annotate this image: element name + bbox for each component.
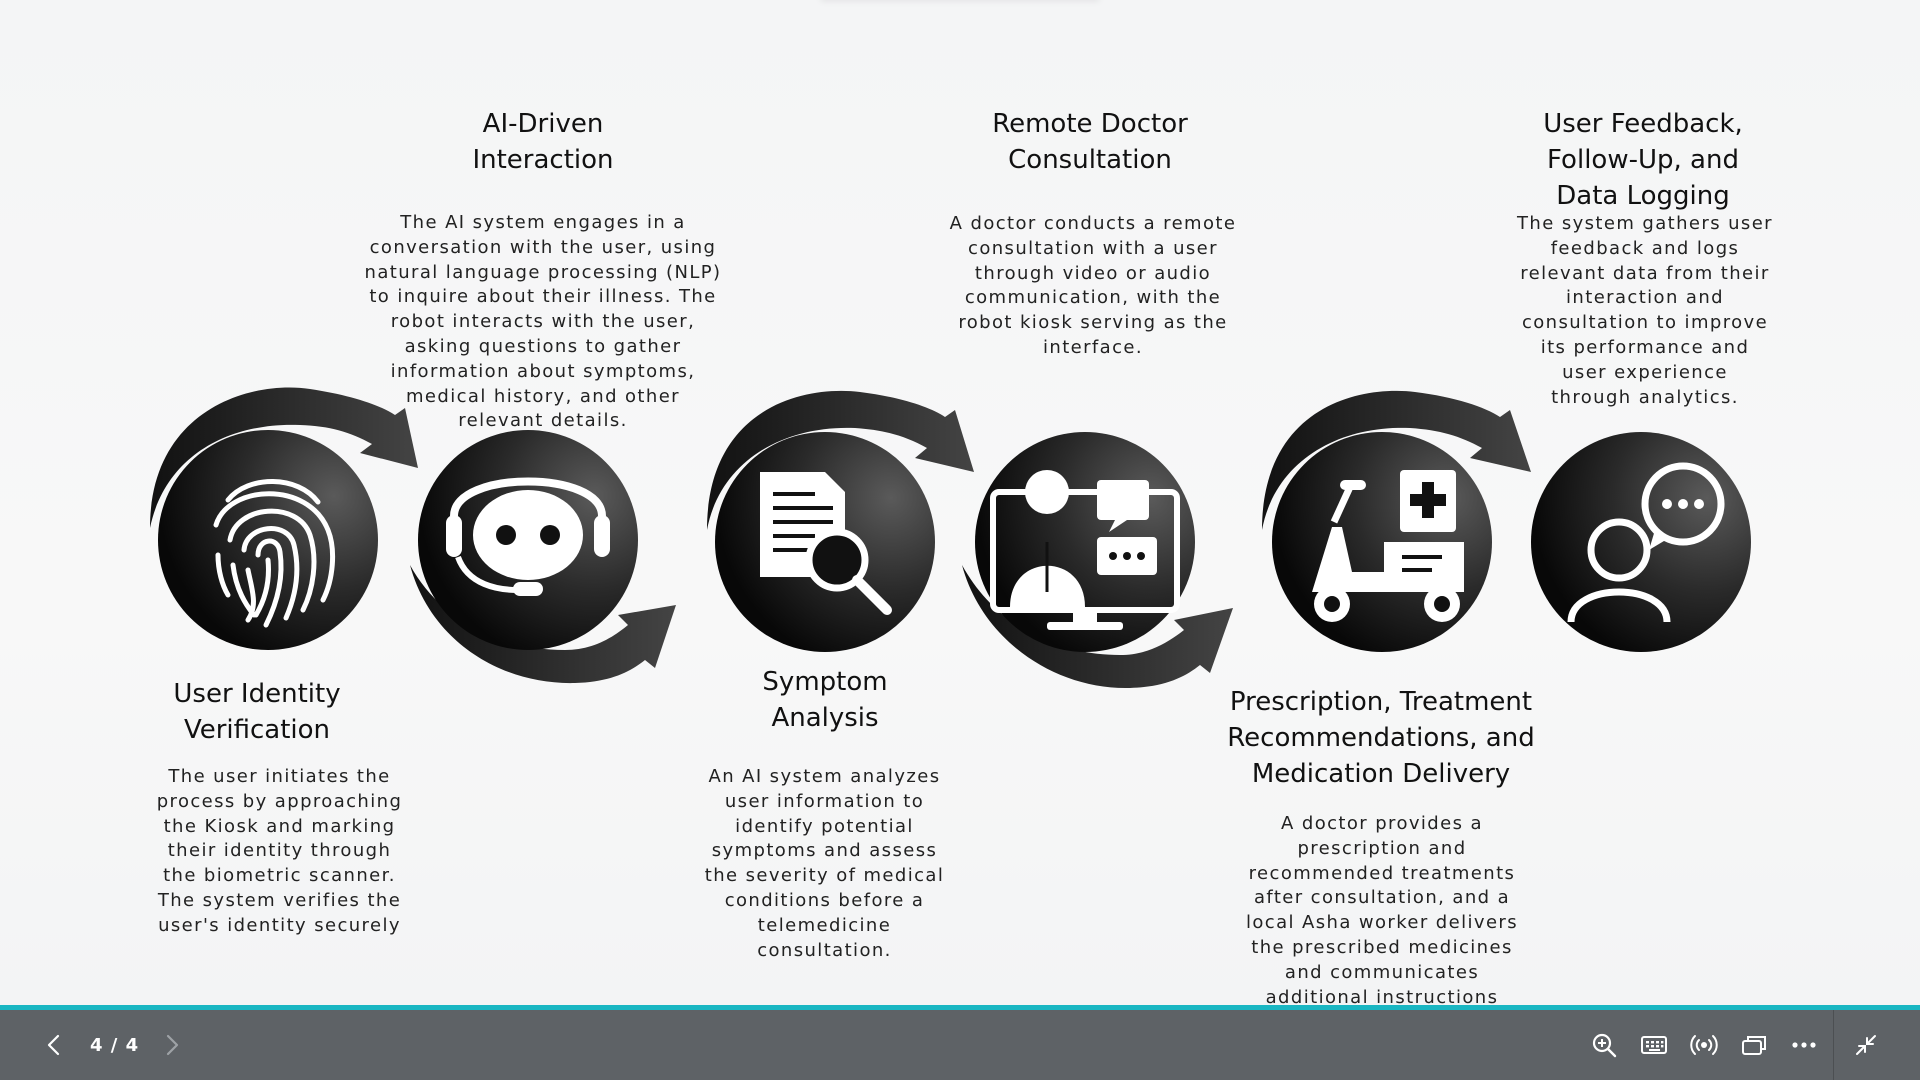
zoom-in-icon [1592, 1033, 1617, 1058]
step5-description: A doctor provides a prescription and recom… [1245, 813, 1519, 1005]
doctor-circle [975, 432, 1195, 652]
previous-slide-button[interactable] [36, 1010, 72, 1080]
document-circle [715, 432, 935, 652]
step6-heading: User Feedback, Follow-Up, and Data Logging [1543, 109, 1743, 211]
arrow-bottom-2 [962, 565, 1233, 689]
broadcast-icon [1690, 1035, 1718, 1055]
step3-heading: Symptom Analysis [762, 667, 888, 733]
keyboard-shortcuts-button[interactable] [1634, 1010, 1674, 1080]
feedback-circle [1531, 432, 1751, 652]
slide-canvas: User Identity Verification The user initi… [0, 0, 1920, 1005]
fingerprint-icon [213, 479, 335, 628]
step2-description: The AI system engages in a conversation w… [364, 212, 722, 432]
chatbot-headset-icon [446, 477, 610, 596]
arrow-bottom-1 [410, 565, 676, 684]
user-feedback-icon [1567, 462, 1725, 623]
present-screen-icon [1742, 1036, 1766, 1055]
step5-heading: Prescription, Treatment Recommendations, … [1227, 687, 1535, 789]
exit-fullscreen-button[interactable] [1846, 1010, 1886, 1080]
delivery-scooter-icon [1312, 470, 1464, 622]
arrow-top-1 [150, 387, 418, 528]
doctor-monitor-icon [990, 470, 1180, 630]
step4-heading: Remote Doctor Consultation [992, 109, 1188, 175]
presentation-toolbar: 4 / 4 [0, 1010, 1920, 1080]
slide-top-shadow [820, 0, 1100, 2]
presentation-progress-bar [0, 1005, 1920, 1010]
chatbot-circle [418, 430, 638, 650]
arrow-top-2 [707, 390, 974, 530]
more-options-button[interactable] [1784, 1010, 1824, 1080]
process-arrows [150, 387, 1531, 689]
document-magnifier-icon [760, 472, 892, 615]
step1-heading: User Identity Verification [173, 679, 341, 745]
exit-fullscreen-icon [1856, 1035, 1876, 1055]
toolbar-divider [1833, 1010, 1834, 1080]
live-broadcast-button[interactable] [1684, 1010, 1724, 1080]
next-slide-button[interactable] [154, 1010, 190, 1080]
presenter-view-button[interactable] [1734, 1010, 1774, 1080]
page-counter: 4 / 4 [90, 1034, 140, 1056]
step3-description: An AI system analyzes user information to… [704, 766, 945, 961]
step1-description: The user initiates the process by approac… [156, 766, 403, 936]
zoom-button[interactable] [1586, 1010, 1622, 1080]
fingerprint-circle [158, 430, 378, 650]
step6-description: The system gathers user feedback and logs… [1517, 213, 1773, 408]
step2-heading: AI-Driven Interaction [472, 109, 614, 175]
arrow-top-3 [1262, 390, 1531, 530]
keyboard-icon [1641, 1036, 1667, 1054]
chevron-left-icon [47, 1034, 60, 1056]
step4-description: A doctor conducts a remote consultation w… [949, 213, 1237, 358]
chevron-right-icon [166, 1034, 179, 1056]
scooter-circle [1272, 432, 1492, 652]
more-icon [1792, 1042, 1816, 1048]
